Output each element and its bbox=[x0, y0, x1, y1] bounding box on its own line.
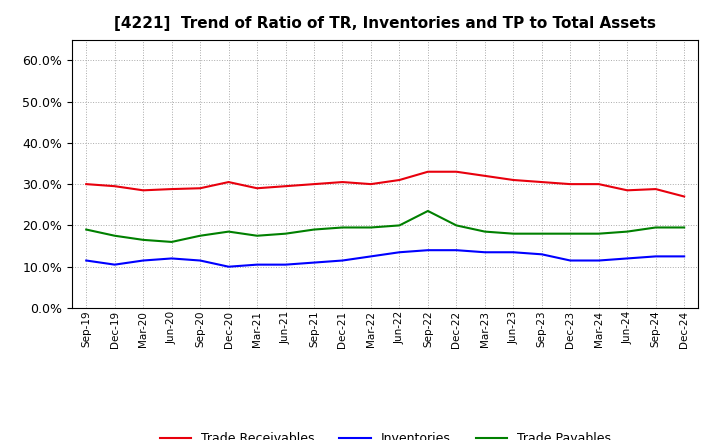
Inventories bbox=[310, 260, 318, 265]
Trade Payables bbox=[196, 233, 204, 238]
Trade Receivables bbox=[537, 180, 546, 185]
Trade Receivables bbox=[110, 183, 119, 189]
Inventories bbox=[537, 252, 546, 257]
Inventories bbox=[110, 262, 119, 267]
Inventories bbox=[509, 249, 518, 255]
Trade Receivables bbox=[282, 183, 290, 189]
Trade Payables bbox=[110, 233, 119, 238]
Trade Payables bbox=[480, 229, 489, 234]
Inventories bbox=[423, 248, 432, 253]
Trade Payables bbox=[595, 231, 603, 236]
Inventories bbox=[623, 256, 631, 261]
Trade Receivables bbox=[139, 188, 148, 193]
Line: Trade Receivables: Trade Receivables bbox=[86, 172, 684, 197]
Trade Receivables bbox=[82, 181, 91, 187]
Inventories bbox=[680, 254, 688, 259]
Trade Payables bbox=[225, 229, 233, 234]
Trade Payables bbox=[282, 231, 290, 236]
Trade Payables bbox=[623, 229, 631, 234]
Title: [4221]  Trend of Ratio of TR, Inventories and TP to Total Assets: [4221] Trend of Ratio of TR, Inventories… bbox=[114, 16, 656, 32]
Trade Payables bbox=[537, 231, 546, 236]
Trade Payables bbox=[82, 227, 91, 232]
Trade Receivables bbox=[310, 181, 318, 187]
Inventories bbox=[167, 256, 176, 261]
Inventories bbox=[480, 249, 489, 255]
Trade Receivables bbox=[253, 186, 261, 191]
Trade Receivables bbox=[509, 177, 518, 183]
Trade Receivables bbox=[366, 181, 375, 187]
Inventories bbox=[452, 248, 461, 253]
Inventories bbox=[595, 258, 603, 263]
Trade Receivables bbox=[680, 194, 688, 199]
Trade Payables bbox=[423, 208, 432, 213]
Inventories bbox=[196, 258, 204, 263]
Trade Receivables bbox=[452, 169, 461, 174]
Trade Payables bbox=[509, 231, 518, 236]
Trade Receivables bbox=[480, 173, 489, 179]
Trade Payables bbox=[566, 231, 575, 236]
Trade Receivables bbox=[395, 177, 404, 183]
Line: Trade Payables: Trade Payables bbox=[86, 211, 684, 242]
Trade Payables bbox=[395, 223, 404, 228]
Inventories bbox=[253, 262, 261, 267]
Line: Inventories: Inventories bbox=[86, 250, 684, 267]
Legend: Trade Receivables, Inventories, Trade Payables: Trade Receivables, Inventories, Trade Pa… bbox=[155, 427, 616, 440]
Trade Receivables bbox=[566, 181, 575, 187]
Inventories bbox=[566, 258, 575, 263]
Trade Payables bbox=[167, 239, 176, 245]
Inventories bbox=[225, 264, 233, 269]
Inventories bbox=[652, 254, 660, 259]
Trade Payables bbox=[338, 225, 347, 230]
Inventories bbox=[282, 262, 290, 267]
Trade Payables bbox=[652, 225, 660, 230]
Trade Receivables bbox=[167, 187, 176, 192]
Trade Receivables bbox=[196, 186, 204, 191]
Trade Payables bbox=[452, 223, 461, 228]
Trade Receivables bbox=[595, 181, 603, 187]
Trade Receivables bbox=[423, 169, 432, 174]
Trade Receivables bbox=[652, 187, 660, 192]
Trade Payables bbox=[139, 237, 148, 242]
Inventories bbox=[338, 258, 347, 263]
Inventories bbox=[395, 249, 404, 255]
Inventories bbox=[366, 254, 375, 259]
Trade Payables bbox=[310, 227, 318, 232]
Trade Payables bbox=[253, 233, 261, 238]
Trade Receivables bbox=[225, 180, 233, 185]
Trade Receivables bbox=[338, 180, 347, 185]
Trade Receivables bbox=[623, 188, 631, 193]
Inventories bbox=[82, 258, 91, 263]
Trade Payables bbox=[680, 225, 688, 230]
Inventories bbox=[139, 258, 148, 263]
Trade Payables bbox=[366, 225, 375, 230]
